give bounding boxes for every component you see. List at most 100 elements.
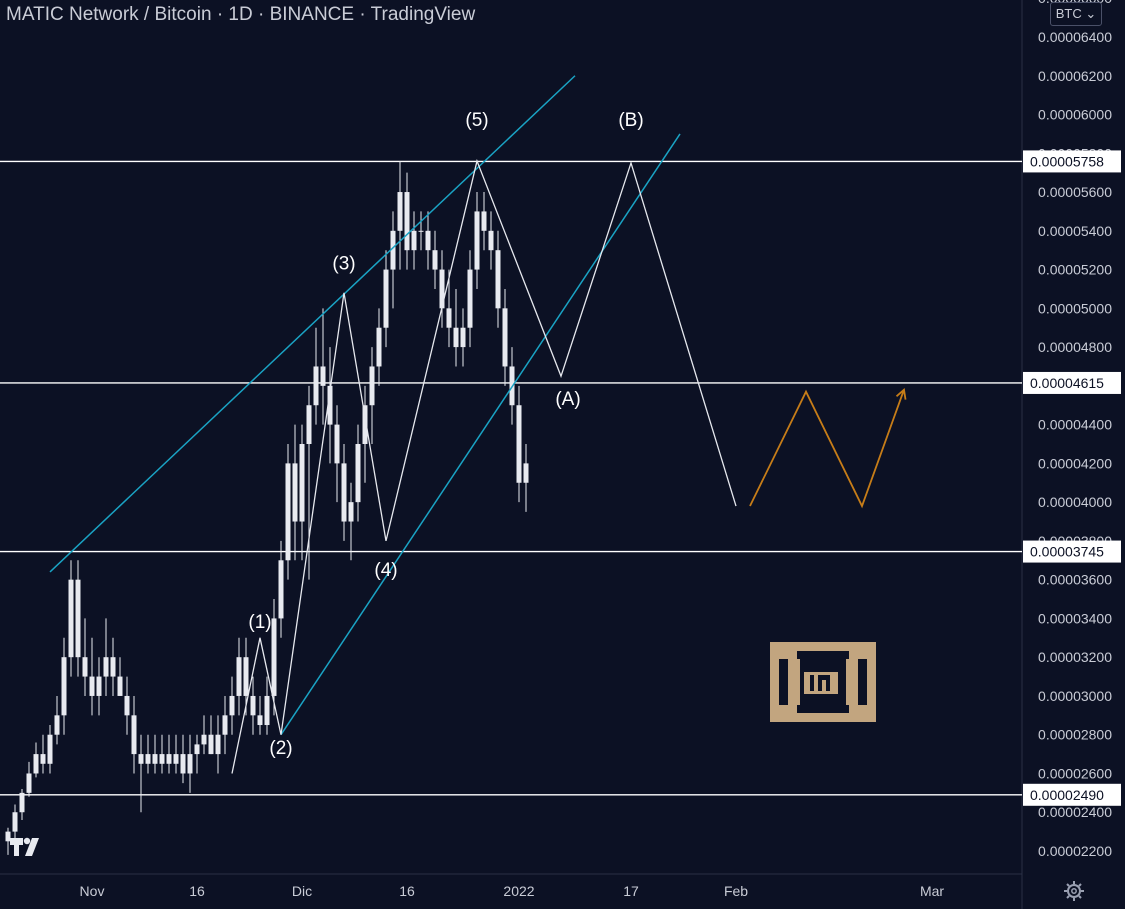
wave-label: (3) [332, 254, 355, 275]
candle-body [222, 715, 228, 735]
candle-body [271, 618, 277, 696]
time-tick-label: 16 [399, 883, 415, 899]
channel-lower-line[interactable] [280, 133, 681, 736]
candle-body [453, 327, 459, 348]
wave-label: (4) [374, 560, 397, 581]
title-separator-3: · [359, 4, 366, 25]
level-price-label: 0.00005758 [1030, 153, 1104, 169]
wave-label: (5) [465, 110, 488, 131]
gear-icon[interactable] [1063, 880, 1085, 902]
candle-body [264, 695, 270, 726]
candle-body [243, 657, 249, 696]
candle-body [411, 230, 417, 251]
chevron-down-icon: ⌄ [1085, 6, 1097, 21]
price-tick-label: 0.00004200 [1038, 455, 1112, 471]
level-price-badge [1023, 371, 1121, 394]
price-tick-label: 0.00006200 [1038, 68, 1112, 84]
candle-body [110, 657, 116, 677]
candle-body [460, 327, 466, 348]
title-separator-2: · [258, 4, 265, 25]
projection-arrowhead [895, 387, 907, 400]
source-label: TradingView [370, 4, 476, 25]
currency-label: BTC [1055, 6, 1082, 21]
price-tick-label: 0.00005600 [1038, 184, 1112, 200]
chart-title: MATIC Network / Bitcoin · 1D · BINANCE ·… [6, 4, 475, 26]
price-tick-label: 0.00005400 [1038, 223, 1112, 239]
candle-body [341, 463, 347, 522]
candle-body [117, 676, 123, 696]
wave-label: (1) [248, 612, 271, 633]
candle-body [285, 463, 291, 561]
candle-body [516, 405, 522, 483]
price-tick-label: 0.00003000 [1038, 688, 1112, 704]
candle-body [334, 424, 340, 464]
price-tick-label: 0.00002200 [1038, 843, 1112, 859]
candle-body [446, 308, 452, 328]
candle-body [229, 695, 235, 716]
level-price-badge [1023, 540, 1121, 563]
interval-label[interactable]: 1D [228, 4, 253, 25]
time-tick-label: Nov [80, 883, 105, 899]
projection-path[interactable] [749, 389, 905, 509]
price-tick-label: 0.00004400 [1038, 417, 1112, 433]
wave-label: (A) [555, 389, 580, 410]
title-separator: · [216, 4, 224, 25]
candle-body [362, 405, 368, 444]
symbol-name[interactable]: MATIC Network / Bitcoin [6, 4, 212, 25]
candle-body [75, 579, 81, 658]
channel-upper-line[interactable] [49, 75, 576, 573]
price-tick-label: 0.00006000 [1038, 107, 1112, 123]
price-tick-label: 0.00002600 [1038, 765, 1112, 781]
candle-body [313, 366, 319, 406]
time-tick-label: Feb [724, 883, 748, 899]
candle-body [495, 250, 501, 309]
price-tick-label: 0.00006400 [1038, 29, 1112, 45]
candle-body [348, 502, 354, 522]
candle-body [355, 444, 361, 503]
candle-body [54, 715, 60, 735]
candle-body [5, 831, 11, 842]
elliott-wave-path[interactable] [231, 158, 737, 774]
candle-body [89, 676, 95, 696]
tradingview-logo-icon[interactable] [10, 836, 44, 858]
exchange-label: BINANCE [269, 4, 355, 25]
candle-body [390, 230, 396, 270]
candle-body [257, 715, 263, 726]
price-tick-label: 0.00002400 [1038, 804, 1112, 820]
time-tick-label: 17 [623, 883, 639, 899]
candle-body [68, 579, 74, 658]
candle-body [425, 230, 431, 251]
candle-body [467, 269, 473, 328]
candle-body [145, 754, 151, 764]
price-tick-label: 0.00003200 [1038, 649, 1112, 665]
candle-body [397, 192, 403, 231]
level-price-label: 0.00003745 [1030, 544, 1104, 560]
candle-body [19, 792, 25, 813]
candle-body [194, 744, 200, 755]
candle-body [481, 211, 487, 231]
candle-body [306, 405, 312, 444]
candle-body [166, 754, 172, 764]
candle-body [208, 734, 214, 755]
candle-body [488, 230, 494, 251]
candle-body [103, 657, 109, 677]
candle-body [439, 269, 445, 309]
candle-body [299, 444, 305, 522]
candle-body [236, 657, 242, 696]
time-tick-label: Dic [292, 883, 312, 899]
wave-label: (2) [269, 738, 292, 759]
candle-body [292, 463, 298, 522]
candle-body [152, 754, 158, 764]
wave-label: (B) [618, 110, 643, 131]
candle-body [33, 754, 39, 774]
price-tick-label: 0.00004800 [1038, 339, 1112, 355]
time-tick-label: 16 [189, 883, 205, 899]
price-tick-label: 0.00003400 [1038, 610, 1112, 626]
candle-body [82, 657, 88, 677]
candle-body [26, 773, 32, 793]
time-tick-label: Mar [920, 883, 944, 899]
currency-button[interactable]: BTC ⌄ [1050, 2, 1102, 26]
candle-body [418, 230, 424, 232]
level-price-badge [1023, 150, 1121, 173]
